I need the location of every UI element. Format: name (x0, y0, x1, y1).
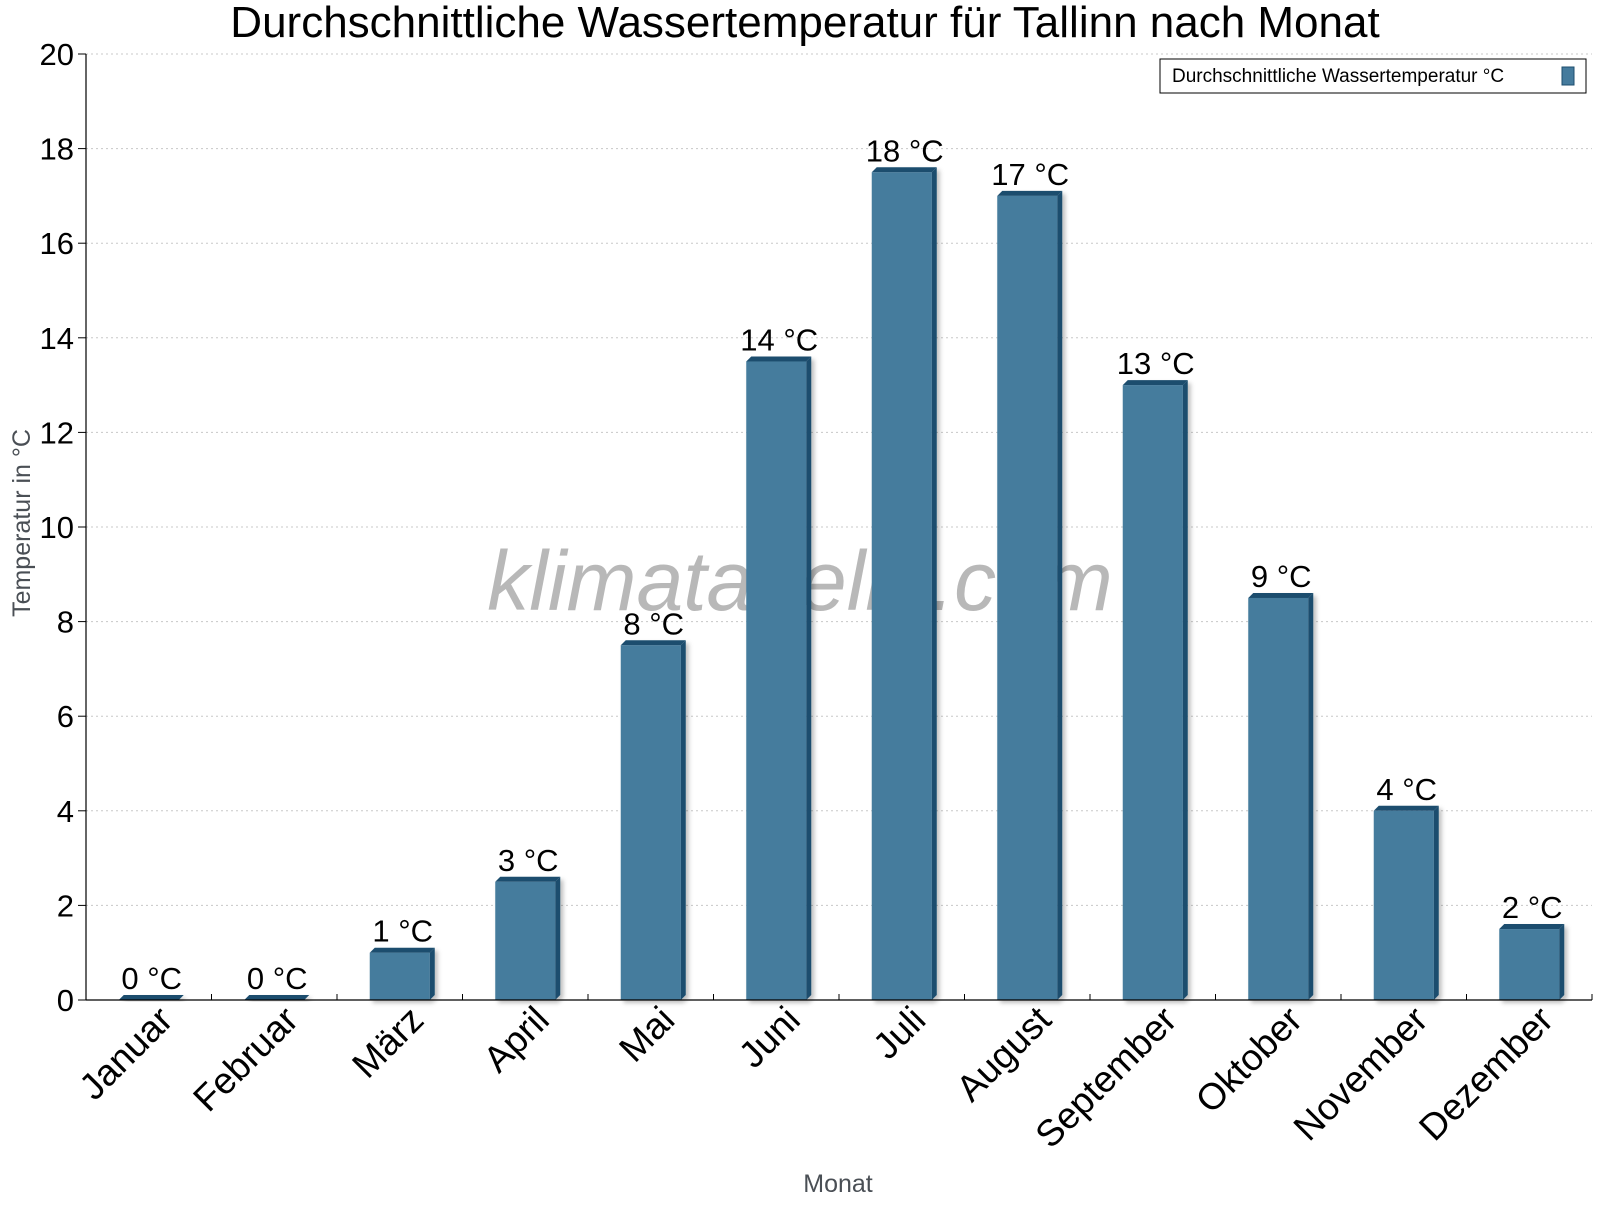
x-tick-label: Juni (731, 999, 808, 1076)
y-axis-title: Temperatur in °C (8, 429, 36, 617)
bar-side-face (555, 876, 561, 1000)
bar-front-face (369, 952, 430, 1000)
bar-top-face (1248, 592, 1314, 598)
data-label: 17 °C (991, 157, 1069, 192)
y-tick-label: 12 (40, 415, 74, 450)
bar-november (1373, 805, 1439, 1000)
bar-top-face (997, 190, 1063, 196)
x-tick-label: Februar (185, 999, 306, 1120)
bar-top-face (244, 995, 310, 1000)
bar-front-face (1248, 597, 1309, 1000)
bar-side-face (1433, 805, 1439, 1000)
bar-april (495, 876, 561, 1000)
x-tick-label: Oktober (1188, 999, 1310, 1121)
y-tick-label: 4 (57, 794, 74, 829)
legend-box (1159, 58, 1587, 94)
x-tick-label: März (344, 999, 431, 1086)
bar-top-face (871, 167, 937, 173)
bar-side-face (931, 167, 937, 1000)
bar-dezember (1499, 924, 1565, 1000)
legend: Durchschnittliche Wassertemperatur °C (1159, 58, 1587, 94)
y-tick-label: 14 (40, 321, 74, 356)
bar-juni (746, 356, 812, 1000)
bar-top-face (1122, 380, 1188, 386)
bar-oktober (1248, 592, 1314, 1000)
x-tick-label: Mai (611, 999, 682, 1070)
bar-front-face (1499, 929, 1560, 1000)
bar-side-face (1057, 190, 1063, 1000)
y-tick-label: 6 (57, 699, 74, 734)
bar-top-face (495, 876, 561, 882)
data-label: 2 °C (1502, 890, 1563, 925)
x-tick-label: Dezember (1411, 999, 1561, 1149)
bar-top-face (620, 640, 686, 646)
data-label: 14 °C (740, 322, 818, 357)
bar-top-face (1499, 924, 1565, 930)
y-tick-label: 8 (57, 605, 74, 640)
bar-front-face (1122, 385, 1183, 1001)
bar-januar (118, 995, 184, 1000)
data-label: 8 °C (623, 606, 684, 641)
chart-title: Durchschnittliche Wassertemperatur für T… (230, 0, 1379, 47)
data-label: 0 °C (121, 961, 182, 996)
bars-layer (118, 167, 1565, 1001)
y-tick-label: 0 (57, 983, 74, 1018)
x-tick-label: August (948, 998, 1059, 1109)
bar-side-face (806, 356, 812, 1000)
bar-september (1122, 380, 1188, 1001)
bar-juli (871, 167, 937, 1000)
bar-märz (369, 947, 435, 1000)
bar-front-face (871, 172, 932, 1000)
x-tick-label: Juli (865, 999, 933, 1067)
bar-top-face (369, 947, 435, 953)
x-tick-label: April (476, 999, 557, 1080)
bar-side-face (680, 640, 686, 1000)
y-tick-label: 16 (40, 226, 74, 261)
bar-august (997, 190, 1063, 1000)
x-tick-label: Januar (71, 999, 180, 1108)
bar-front-face (495, 881, 556, 1000)
bar-front-face (620, 645, 681, 1000)
legend-label: Durchschnittliche Wassertemperatur °C (1172, 66, 1504, 87)
bar-top-face (1373, 805, 1439, 811)
bar-februar (244, 995, 310, 1000)
bar-mai (620, 640, 686, 1000)
data-label: 13 °C (1117, 346, 1195, 381)
y-tick-label: 18 (40, 132, 74, 167)
legend-swatch (1561, 66, 1575, 86)
data-label: 18 °C (866, 133, 944, 168)
grid-layer (86, 53, 1592, 906)
data-label: 3 °C (498, 843, 559, 878)
bar-side-face (1308, 592, 1314, 1000)
bar-side-face (1559, 924, 1565, 1000)
y-tick-label: 2 (57, 888, 74, 923)
data-label: 1 °C (372, 914, 433, 949)
bar-side-face (1182, 380, 1188, 1001)
bar-front-face (746, 361, 807, 1000)
labels-layer: 0 °C 0 °C 1 °C 3 °C 8 °C 14 °C 18 °C 17 °C 13 °C… (121, 133, 1562, 996)
data-label: 4 °C (1376, 772, 1437, 807)
bar-side-face (429, 947, 435, 1000)
data-label: 0 °C (247, 961, 308, 996)
bar-top-face (746, 356, 812, 362)
bar-front-face (997, 195, 1058, 1000)
y-tick-label: 20 (40, 37, 74, 72)
data-label: 9 °C (1251, 559, 1312, 594)
y-tick-label: 10 (40, 510, 74, 545)
bar-top-face (118, 995, 184, 1000)
x-axis-title: Monat (803, 1170, 873, 1198)
bar-front-face (1373, 810, 1434, 1000)
x-tick-label: November (1286, 999, 1436, 1149)
